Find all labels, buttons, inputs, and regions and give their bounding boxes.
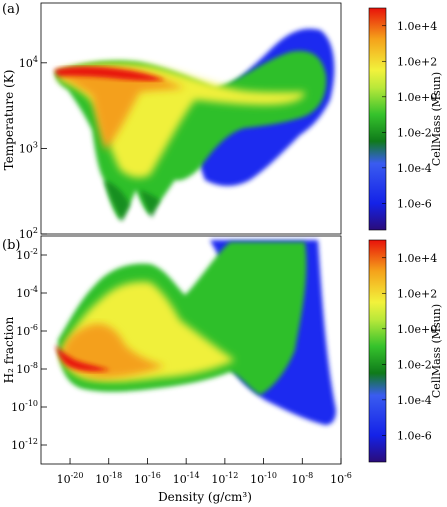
panel-b-ylabel: H₂ fraction <box>2 316 16 383</box>
panel-a-darkgreen-edge <box>104 180 160 222</box>
panel-b-ytick-label: 10-8 <box>16 361 38 376</box>
panel-b-red-region <box>55 345 110 372</box>
colorbar-tick-label: 1.0e+0 <box>397 323 437 336</box>
colorbar-b-label: CellMass (Msun) <box>430 304 443 398</box>
panel-a-heatmap <box>54 28 335 222</box>
colorbar-tick-label: 1.0e+4 <box>397 252 437 265</box>
xtick-label: 10-8 <box>291 471 313 486</box>
colorbar-tick-label: 1.0e-4 <box>397 394 432 407</box>
colorbar-tick-label: 1.0e-6 <box>397 197 432 210</box>
x-axis-label: Density (g/cm³) <box>158 490 252 504</box>
panel-b-label: (b) <box>2 238 20 253</box>
colorbar-tick-label: 1.0e-2 <box>397 358 432 371</box>
panel-a-red-region <box>54 66 165 81</box>
colorbar-a <box>368 7 387 231</box>
panel-b-ytick-label: 10-2 <box>16 247 38 262</box>
colorbar-ticks-layer: 1.0e+4 1.0e+2 1.0e+0 1.0e-2 1.0e-4 1.0e-6 1.0e… <box>382 20 437 442</box>
axes-layer: 102 103 104 10-12 10-10 10-8 10-6 10-4 10-2 10-20… <box>11 55 352 486</box>
panel-b-ytick-label: 10-12 <box>11 437 38 452</box>
xtick-label: 10-12 <box>211 471 238 486</box>
panel-b-heatmap <box>55 240 336 425</box>
xtick-label: 10-14 <box>173 471 200 486</box>
colorbar-tick-label: 1.0e-6 <box>397 429 432 442</box>
colorbar-tick-label: 1.0e-4 <box>397 162 432 175</box>
panel-a-orange-region <box>58 67 185 150</box>
colorbar-a-label: CellMass (Msun) <box>430 72 443 166</box>
panel-a-ylabel: Temperature (K) <box>2 70 16 171</box>
panel-b-ytick-label: 10-6 <box>16 323 38 338</box>
colorbar-b <box>368 239 387 463</box>
colorbar-tick-label: 1.0e+4 <box>397 20 437 33</box>
xtick-label: 10-20 <box>57 471 84 486</box>
xtick-label: 10-6 <box>330 471 352 486</box>
panel-b-ytick-label: 10-10 <box>11 399 38 414</box>
panel-a-ytick-label: 102 <box>19 226 38 241</box>
panel-a <box>40 2 342 235</box>
panel-a-ytick-label: 104 <box>19 55 38 70</box>
panel-a-ytick-label: 103 <box>19 140 38 155</box>
xtick-label: 10-10 <box>250 471 277 486</box>
colorbar-tick-label: 1.0e-2 <box>397 126 432 139</box>
xtick-label: 10-18 <box>95 471 122 486</box>
xtick-label: 10-16 <box>134 471 161 486</box>
colorbar-tick-label: 1.0e+2 <box>397 55 437 68</box>
panel-b <box>40 235 342 465</box>
colorbar-tick-label: 1.0e+2 <box>397 287 437 300</box>
panel-b-ytick-label: 10-4 <box>16 285 38 300</box>
colorbar-tick-label: 1.0e+0 <box>397 91 437 104</box>
panel-a-label: (a) <box>2 2 20 17</box>
